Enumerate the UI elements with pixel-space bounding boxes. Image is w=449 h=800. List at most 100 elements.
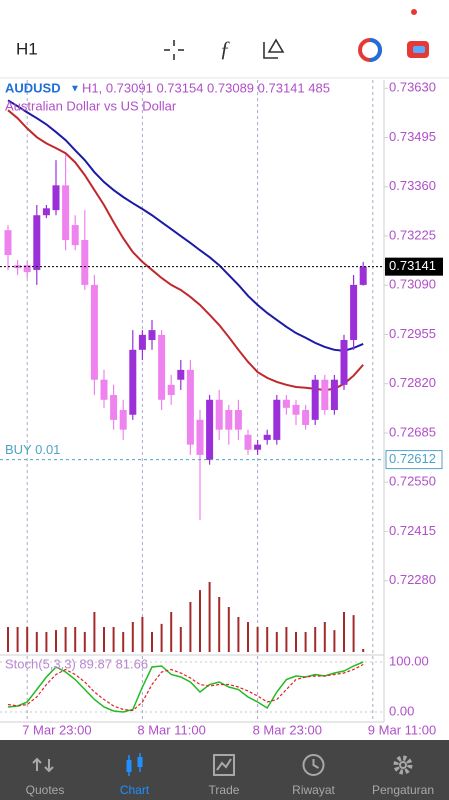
candle-body [42, 208, 50, 216]
candle-body [263, 434, 271, 440]
candle-body [4, 230, 12, 255]
nav-icon[interactable] [213, 754, 235, 776]
y-tick-label: 0.72685 [389, 424, 436, 439]
candle-body [23, 265, 31, 273]
candle-body [138, 334, 146, 350]
candle-body [167, 384, 175, 396]
volume-bar [103, 627, 105, 652]
candle-body [321, 379, 329, 410]
volume-bar [93, 612, 96, 652]
volume-bar [208, 582, 211, 652]
moving-average [7, 109, 364, 391]
y-tick-label: 0.72550 [389, 474, 436, 489]
volume-bar [83, 632, 86, 652]
objects-icon[interactable] [263, 38, 285, 59]
volume-bar [35, 632, 38, 652]
y-tick-label: 0.73360 [389, 178, 436, 193]
ohlc-info: H1, 0.73091 0.73154 0.73089 0.73141 485 [82, 80, 330, 95]
x-tick-label: 8 Mar 11:00 [137, 722, 205, 737]
candle-body [71, 225, 79, 246]
volume-bar [26, 627, 29, 652]
y-tick-label: 0.73495 [389, 129, 436, 144]
timeframe[interactable]: H1 [16, 39, 38, 58]
account-icon[interactable] [358, 38, 382, 62]
nav-icon[interactable] [126, 753, 143, 776]
candle-body [100, 379, 108, 400]
last-price-box [385, 257, 443, 276]
volume-bar [112, 627, 115, 652]
x-tick-label: 8 Mar 23:00 [253, 722, 322, 737]
nav-label[interactable]: Quotes [26, 783, 65, 797]
crosshair-icon[interactable] [164, 40, 184, 60]
candle-body [196, 419, 204, 455]
candle-body [148, 330, 156, 340]
volume-bar [314, 627, 317, 652]
candle-body [254, 444, 262, 450]
stoch-tick-label: 100.00 [389, 653, 429, 668]
stoch-line [7, 663, 364, 712]
candle-body [186, 369, 194, 445]
symbol-arrow: ▼ [70, 84, 80, 95]
candle-body [292, 404, 300, 415]
candle-body [33, 215, 41, 270]
trade-icon[interactable] [407, 41, 429, 58]
volume-bar [333, 630, 336, 652]
x-tick-label: 7 Mar 23:00 [22, 722, 91, 737]
nav-icon[interactable] [393, 755, 413, 775]
symbol[interactable]: AUDUSD [5, 80, 61, 95]
y-tick-label: 0.73630 [389, 80, 436, 95]
y-tick-label: 0.72280 [389, 572, 436, 587]
indicator-icon[interactable]: ƒ [220, 36, 231, 61]
candle-body [330, 379, 338, 410]
volume-bar [304, 632, 307, 652]
candle-body [302, 409, 310, 425]
candle-body [158, 334, 166, 400]
order-price: 0.72612 [389, 451, 436, 466]
volume-bar [170, 612, 173, 652]
y-tick-label: 0.72415 [389, 523, 436, 538]
order-label: BUY 0.01 [5, 442, 60, 457]
order-price-box [385, 450, 443, 470]
volume-bar [199, 590, 201, 652]
volume-bar [141, 617, 144, 652]
x-tick-label: 9 Mar 11:00 [368, 722, 436, 737]
volume-bar [285, 627, 288, 652]
candle-body [52, 185, 60, 211]
volume-bar [237, 617, 240, 652]
volume-bar [256, 627, 259, 652]
candle-body [244, 434, 252, 450]
volume-bar [74, 627, 77, 652]
bottom-nav [0, 740, 449, 800]
volume-bar [343, 612, 345, 652]
last-price: 0.73141 [389, 258, 436, 273]
y-tick-label: 0.72955 [389, 326, 436, 341]
volume-bar [218, 597, 221, 652]
stoch-title: Stoch(5,3,3) 89.87 81.66 [5, 656, 148, 671]
stoch-tick-label: 0.00 [389, 703, 414, 718]
volume-bar [275, 632, 278, 652]
description: Australian Dollar vs US Dollar [5, 98, 177, 113]
nav-label[interactable]: Pengaturan [372, 783, 434, 797]
candle-body [62, 185, 70, 241]
nav-icon[interactable] [32, 757, 54, 773]
volume-bar [16, 627, 19, 652]
volume-bar [131, 622, 134, 652]
status-dot [411, 9, 417, 15]
volume-bar [352, 615, 355, 652]
candle-body [215, 399, 223, 430]
nav-label[interactable]: Trade [209, 783, 240, 797]
nav-icon[interactable] [302, 754, 325, 776]
candle-body [119, 409, 127, 430]
volume-bar [189, 602, 192, 652]
volume-bar [362, 648, 365, 652]
volume-bar [160, 623, 163, 652]
volume-bar [295, 632, 297, 652]
candle-body [311, 379, 319, 420]
nav-label[interactable]: Chart [120, 783, 150, 797]
nav-items: Quotes Chart Trade Riwayat Pengaturan [26, 753, 434, 797]
volume-bar [179, 627, 182, 652]
nav-label[interactable]: Riwayat [292, 783, 335, 797]
candle-body [225, 409, 233, 430]
